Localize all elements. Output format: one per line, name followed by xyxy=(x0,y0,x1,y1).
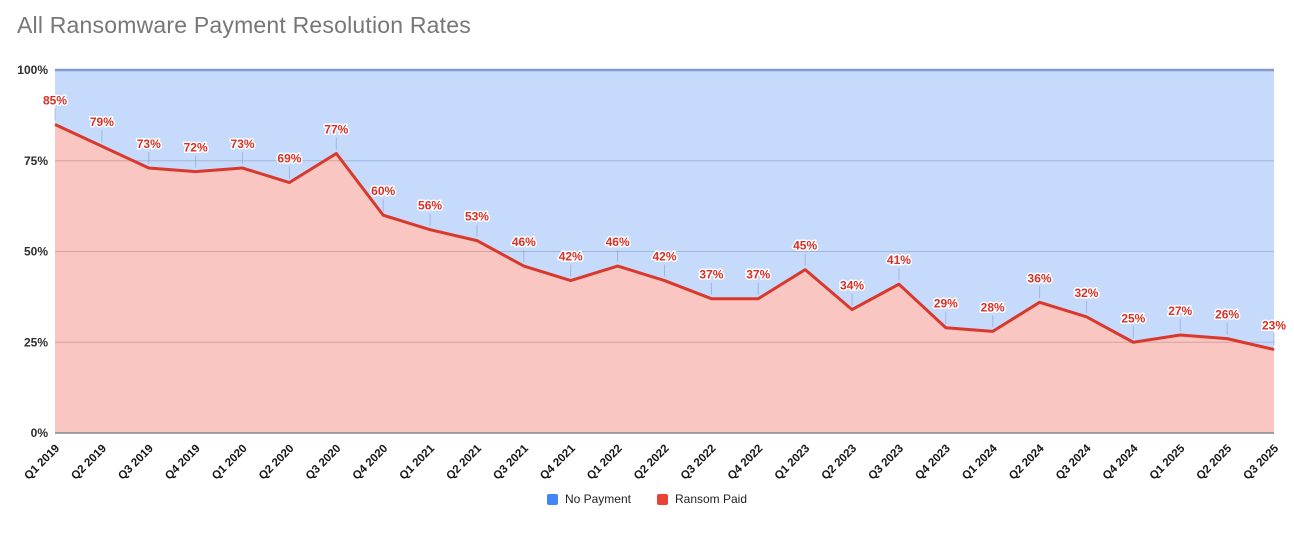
x-axis-tick-label: Q3 2021 xyxy=(491,442,531,482)
line-layer xyxy=(54,68,1275,351)
legend-item-ransom-paid: Ransom Paid xyxy=(656,492,748,506)
annotation-label: 25% xyxy=(1121,311,1145,325)
x-axis-tick-label: Q2 2021 xyxy=(444,442,484,482)
x-axis-tick-label: Q4 2021 xyxy=(538,442,578,482)
annotation-label: 79% xyxy=(90,115,114,129)
annotation-label: 36% xyxy=(1028,271,1052,285)
x-axis-tick-label: Q1 2022 xyxy=(585,443,625,483)
annotation-label: 28% xyxy=(981,300,1005,314)
x-axis-tick-label: Q3 2025 xyxy=(1241,442,1281,482)
ransom-paid-swatch-icon xyxy=(656,493,668,505)
x-axis-tick-label: Q1 2023 xyxy=(773,443,813,483)
y-axis-tick-label: 25% xyxy=(24,335,48,349)
annotation-label: 73% xyxy=(231,137,255,151)
x-axis-tick-label: Q1 2021 xyxy=(398,442,438,482)
x-axis-tick-label: Q3 2020 xyxy=(304,443,344,483)
annotation-label: 77% xyxy=(324,122,348,136)
annotation-layer: 85% 79% 73% 72% 73% 69% 77% 60% 56% 53% 46% 42% 46% 4… xyxy=(41,92,1288,346)
annotation-label: 42% xyxy=(559,250,583,264)
x-axis-tick-label: Q1 2020 xyxy=(210,443,250,483)
chart-title: All Ransomware Payment Resolution Rates xyxy=(17,12,471,38)
annotation-label: 34% xyxy=(840,279,864,293)
annotation-label: 37% xyxy=(699,268,723,282)
annotation-label: 85% xyxy=(43,93,67,107)
annotation-label: 41% xyxy=(887,253,911,267)
x-axis-tick-label: Q4 2024 xyxy=(1101,442,1141,482)
y-axis-tick-label: 75% xyxy=(24,154,48,168)
x-axis-tick-label: Q4 2023 xyxy=(913,443,953,483)
no-payment-swatch-icon xyxy=(546,493,558,505)
x-axis-tick-label: Q3 2019 xyxy=(116,443,156,483)
gridlines-layer xyxy=(55,160,1274,343)
annotation-label: 53% xyxy=(465,210,489,224)
annotation-label: 72% xyxy=(184,141,208,155)
x-axis-tick-label: Q1 2019 xyxy=(22,443,62,483)
legend-item-no-payment: No Payment xyxy=(546,492,631,506)
x-axis-tick-label: Q2 2025 xyxy=(1195,442,1235,482)
x-axis-tick-label: Q4 2022 xyxy=(726,443,766,483)
annotation-label: 32% xyxy=(1074,286,1098,300)
x-axis-tick-label: Q2 2019 xyxy=(69,443,109,483)
annotation-label: 29% xyxy=(934,297,958,311)
annotation-label: 26% xyxy=(1215,308,1239,322)
area-ransom-paid xyxy=(55,124,1274,433)
y-axis-tick-label: 0% xyxy=(31,426,49,440)
legend-label-ransom-paid: Ransom Paid xyxy=(674,492,748,506)
annotation-label: 27% xyxy=(1168,304,1192,318)
x-axis-tick-label: Q4 2019 xyxy=(163,443,203,483)
annotation-label: 23% xyxy=(1262,319,1286,333)
x-axis-tick-label: Q2 2022 xyxy=(632,443,672,483)
annotation-label: 69% xyxy=(277,152,301,166)
x-axis-tick-label: Q2 2020 xyxy=(257,443,297,483)
x-axis-tick-label: Q3 2023 xyxy=(866,443,906,483)
x-axis-tick-label: Q2 2023 xyxy=(819,443,859,483)
annotation-label: 46% xyxy=(512,235,536,249)
area-layer xyxy=(55,70,1274,433)
annotation-label: 56% xyxy=(418,199,442,213)
x-axis-tick-label: Q4 2020 xyxy=(351,443,391,483)
x-axis-tick-label: Q1 2025 xyxy=(1148,442,1188,482)
chart-legend: No Payment Ransom Paid xyxy=(0,492,1294,506)
y-axis-tick-label: 50% xyxy=(24,245,48,259)
annotation-label: 60% xyxy=(371,184,395,198)
x-axis-tick-label: Q2 2024 xyxy=(1007,442,1047,482)
x-axis-tick-label: Q3 2022 xyxy=(679,443,719,483)
annotation-label: 73% xyxy=(137,137,161,151)
annotation-label: 46% xyxy=(606,235,630,249)
annotation-label: 42% xyxy=(652,250,676,264)
x-axis-tick-label: Q3 2024 xyxy=(1054,442,1094,482)
area-no-payment xyxy=(55,70,1274,350)
y-axis-tick-label: 100% xyxy=(17,63,48,77)
ransom-paid-series-line xyxy=(54,123,1275,351)
legend-label-no-payment: No Payment xyxy=(564,492,631,506)
annotation-label: 45% xyxy=(793,239,817,253)
x-axis-tick-label: Q1 2024 xyxy=(960,442,1000,482)
annotation-label: 37% xyxy=(746,268,770,282)
